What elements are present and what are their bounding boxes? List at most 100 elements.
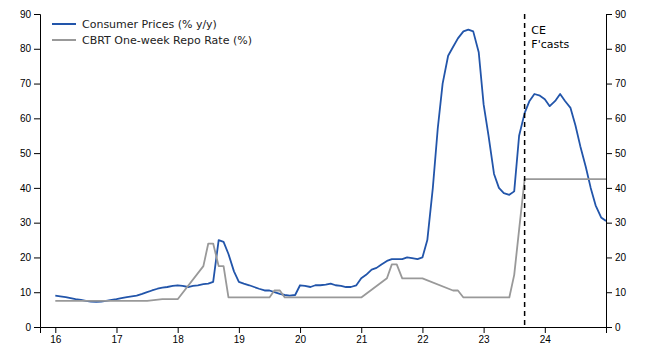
y-axis-tick: 80: [20, 43, 40, 54]
y2-axis-tick: 70: [606, 78, 627, 89]
x-axis-tick-label: 21: [356, 334, 368, 345]
x-axis-tick: 24: [540, 327, 552, 345]
y-axis-tick-mark: [34, 223, 40, 224]
y-axis-tick-label: 20: [20, 252, 32, 263]
legend-item: CBRT One-week Repo Rate (%): [52, 34, 252, 47]
y-axis-tick-mark: [34, 257, 40, 258]
y-axis-tick-mark: [34, 84, 40, 85]
y2-axis-tick: 90: [606, 9, 627, 20]
x-axis-tick-label: 17: [111, 334, 123, 345]
y-axis-tick-mark: [34, 153, 40, 154]
x-axis-tick-mark: [484, 327, 485, 333]
x-axis-tick-mark: [116, 327, 117, 333]
y-axis: 0 10 20 30 40 50 60 70 80 90: [20, 9, 41, 333]
y-axis-tick: 50: [20, 148, 40, 159]
chart-svg: 16 17 18 19 20 21 22 23 24 0 10 20 30 40 50 60 70 80 90 0 10…: [0, 0, 650, 355]
x-axis-tick-mark: [300, 327, 301, 333]
y2-axis-tick-label: 80: [615, 43, 627, 54]
y-axis-tick-label: 50: [20, 148, 32, 159]
x-axis-tick-label: 22: [417, 334, 429, 345]
x-axis-tick-label: 20: [295, 334, 307, 345]
y-axis-tick-mark: [34, 14, 40, 15]
y2-axis-tick-mark: [606, 118, 612, 119]
x-axis-tick: 21: [356, 327, 368, 345]
series-line: [55, 179, 606, 301]
y-axis-tick-label: 30: [20, 217, 32, 228]
x-axis-tick-mark: [178, 327, 179, 333]
x-axis-tick-label: 23: [479, 334, 491, 345]
x-axis-tick: 23: [479, 327, 491, 345]
chart-container: 16 17 18 19 20 21 22 23 24 0 10 20 30 40 50 60 70 80 90 0 10…: [0, 0, 650, 355]
annotation-line: F'casts: [531, 38, 569, 51]
y-axis-tick-label: 80: [20, 43, 32, 54]
y2-axis-tick: 60: [606, 113, 627, 124]
y-axis-tick: 40: [20, 183, 40, 194]
plot-area: [55, 14, 606, 327]
x-axis-tick: 20: [295, 327, 307, 345]
x-axis-tick-label: 19: [234, 334, 246, 345]
y2-axis-tick-label: 10: [615, 287, 627, 298]
legend: Consumer Prices (% y/y) CBRT One-week Rep…: [52, 18, 252, 47]
x-axis-tick-label: 24: [540, 334, 552, 345]
x-axis-tick: 22: [417, 327, 429, 345]
x-axis-tick-mark: [545, 327, 546, 333]
y2-axis-tick-mark: [606, 223, 612, 224]
y2-axis-tick: 0: [606, 322, 621, 333]
y2-axis-tick: 10: [606, 287, 627, 298]
x-axis-tick: 16: [50, 327, 62, 345]
y2-axis-tick: 80: [606, 43, 627, 54]
y-axis-tick-mark: [34, 49, 40, 50]
y-axis-tick-mark: [34, 118, 40, 119]
y2-axis-tick-mark: [606, 257, 612, 258]
y-axis-tick: 30: [20, 217, 40, 228]
x-axis-tick-label: 18: [173, 334, 185, 345]
x-axis: 16 17 18 19 20 21 22 23 24: [41, 327, 607, 345]
y-axis-tick-label: 60: [20, 113, 32, 124]
x-axis-tick-mark: [239, 327, 240, 333]
x-axis-tick: 17: [111, 327, 123, 345]
x-axis-tick-mark: [422, 327, 423, 333]
y2-axis-tick-label: 60: [615, 113, 627, 124]
y2-axis-tick-label: 20: [615, 252, 627, 263]
legend-swatch: [52, 23, 76, 25]
y2-axis-tick: 50: [606, 148, 627, 159]
x-axis-tick-mark: [55, 327, 56, 333]
y-axis-tick: 70: [20, 78, 40, 89]
x-axis-tick-mark: [361, 327, 362, 333]
y-axis-tick-mark: [34, 188, 40, 189]
x-axis-tick: 19: [234, 327, 246, 345]
y-axis-tick-mark: [34, 327, 40, 328]
y-axis-tick-label: 0: [25, 322, 31, 333]
y2-axis-tick-mark: [606, 327, 612, 328]
y2-axis-tick-mark: [606, 49, 612, 50]
legend-label: CBRT One-week Repo Rate (%): [82, 34, 252, 47]
y-axis-tick: 90: [20, 9, 40, 20]
y2-axis-tick-mark: [606, 84, 612, 85]
vertical-line: [524, 14, 526, 327]
y2-axis-tick: 40: [606, 183, 627, 194]
y2-axis-tick-label: 90: [615, 9, 627, 20]
series-line: [55, 30, 606, 302]
y-axis-tick-label: 10: [20, 287, 32, 298]
legend-item: Consumer Prices (% y/y): [52, 18, 217, 31]
y-axis-tick: 20: [20, 252, 40, 263]
y2-axis-tick-label: 30: [615, 217, 627, 228]
y2-axis-line: [607, 15, 613, 328]
y-axis-tick: 60: [20, 113, 40, 124]
y2-axis-tick: 20: [606, 252, 627, 263]
y-axis-tick: 10: [20, 287, 40, 298]
y2-axis-tick-label: 70: [615, 78, 627, 89]
y-axis-tick-label: 70: [20, 78, 32, 89]
y-axis-tick-label: 90: [20, 9, 32, 20]
y2-axis-tick-mark: [606, 153, 612, 154]
y2-axis-tick-label: 0: [615, 322, 621, 333]
y-axis-line: [34, 15, 41, 328]
y2-axis-tick-mark: [606, 292, 612, 293]
y2-axis-tick-mark: [606, 188, 612, 189]
legend-label: Consumer Prices (% y/y): [82, 18, 217, 31]
annotation: CEF'casts: [531, 24, 569, 50]
y-axis-tick-label: 40: [20, 183, 32, 194]
legend-swatch: [52, 39, 76, 41]
y-axis-tick-mark: [34, 292, 40, 293]
y2-axis-tick: 30: [606, 217, 627, 228]
